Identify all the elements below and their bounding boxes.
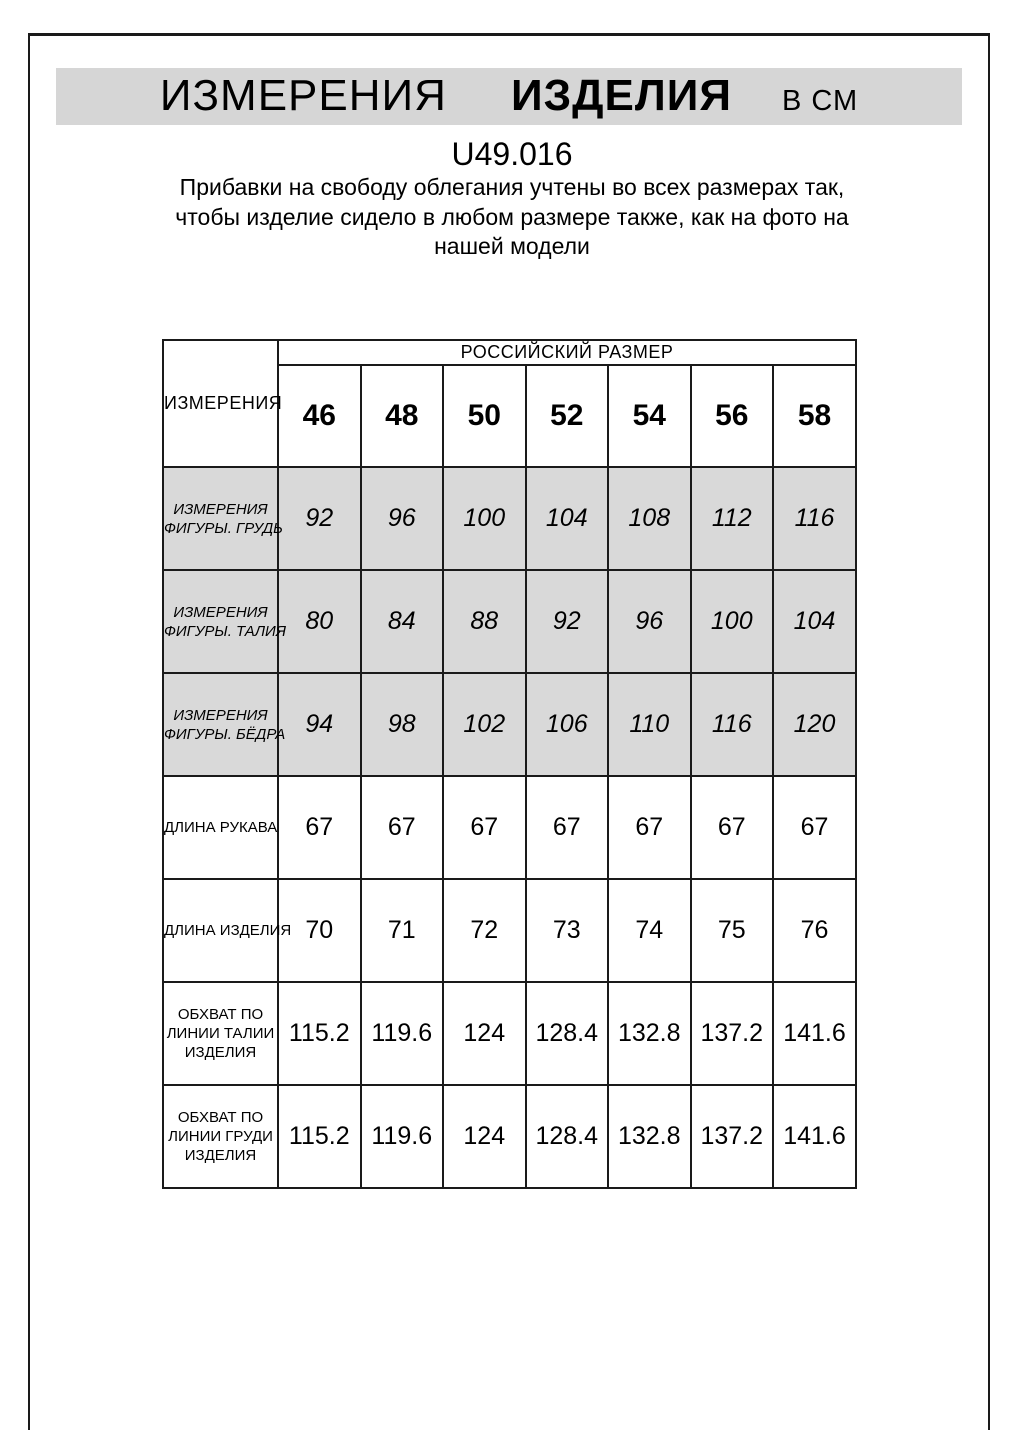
value-cell: 128.4 [524, 981, 609, 1086]
value-cell: 67 [277, 775, 362, 880]
value-cell: 84 [359, 569, 444, 674]
row-label: ДЛИНА ИЗДЕЛИЯ [162, 878, 291, 983]
table-row-sleeve-length: ДЛИНА РУКАВА 67 67 67 67 67 67 67 [162, 775, 858, 880]
value-cell: 73 [524, 878, 609, 983]
value-cell: 104 [524, 466, 609, 571]
value-cell: 92 [277, 466, 362, 571]
product-code: U49.016 [451, 136, 573, 172]
value-cell: 120 [771, 672, 858, 777]
row-label: ДЛИНА РУКАВА [162, 775, 279, 880]
value-cell: 100 [689, 569, 774, 674]
value-cell: 98 [359, 672, 444, 777]
value-cell: 67 [689, 775, 774, 880]
size-header-cell: 48 [359, 364, 444, 468]
value-cell: 67 [524, 775, 609, 880]
value-cell: 106 [524, 672, 609, 777]
fit-note: Прибавки на свободу облегания учтены во … [132, 173, 892, 262]
size-header-cell: 52 [524, 364, 609, 468]
value-cell: 75 [689, 878, 774, 983]
value-cell: 137.2 [689, 1084, 774, 1189]
value-cell: 141.6 [771, 981, 858, 1086]
value-cell: 80 [277, 569, 362, 674]
value-cell: 96 [359, 466, 444, 571]
value-cell: 110 [607, 672, 692, 777]
value-cell: 67 [771, 775, 858, 880]
page-title-units: В СМ [781, 85, 859, 117]
fit-note-line3: нашей модели [434, 233, 590, 259]
value-cell: 72 [442, 878, 527, 983]
fit-note-line2: чтобы изделие сидело в любом размере так… [175, 203, 849, 230]
value-cell: 128.4 [524, 1084, 609, 1189]
value-cell: 116 [771, 466, 858, 571]
size-header-cell: 54 [607, 364, 692, 468]
row-label: ОБХВАТ ПО ЛИНИИ ГРУДИ ИЗДЕЛИЯ [162, 1084, 279, 1189]
value-cell: 71 [359, 878, 444, 983]
table-row-figure-waist: ИЗМЕРЕНИЯ ФИГУРЫ. ТАЛИЯ 80 84 88 92 96 1… [162, 569, 858, 674]
value-cell: 132.8 [607, 1084, 692, 1189]
value-cell: 67 [442, 775, 527, 880]
measurements-corner-header: ИЗМЕРЕНИЯ [162, 339, 282, 468]
value-cell: 100 [442, 466, 527, 571]
value-cell: 74 [607, 878, 692, 983]
value-cell: 102 [442, 672, 527, 777]
value-cell: 88 [442, 569, 527, 674]
table-row-garment-chest-girth: ОБХВАТ ПО ЛИНИИ ГРУДИ ИЗДЕЛИЯ 115.2 119.… [162, 1084, 858, 1189]
value-cell: 132.8 [607, 981, 692, 1086]
table-row-figure-chest: ИЗМЕРЕНИЯ ФИГУРЫ. ГРУДЬ 92 96 100 104 10… [162, 466, 858, 571]
table-size-row: 46 48 50 52 54 56 58 [163, 364, 858, 468]
table-header-group-row: ИЗМЕРЕНИЯ РОССИЙСКИЙ РАЗМЕР [162, 339, 858, 468]
fit-note-line1: Прибавки на свободу облегания учтены во … [179, 174, 845, 200]
size-header-cell: 50 [442, 364, 527, 468]
value-cell: 94 [277, 672, 362, 777]
size-header-cell: 46 [277, 364, 362, 468]
value-cell: 108 [607, 466, 692, 571]
value-cell: 116 [689, 672, 774, 777]
value-cell: 92 [524, 569, 609, 674]
value-cell: 119.6 [359, 1084, 444, 1189]
size-header-cell: 56 [689, 364, 774, 468]
value-cell: 119.6 [359, 981, 444, 1086]
value-cell: 124 [442, 981, 527, 1086]
value-cell: 115.2 [277, 1084, 362, 1189]
value-cell: 76 [771, 878, 858, 983]
value-cell: 104 [771, 569, 858, 674]
row-label: ИЗМЕРЕНИЯ ФИГУРЫ. ТАЛИЯ [162, 569, 286, 674]
value-cell: 112 [689, 466, 774, 571]
table-row-garment-waist-girth: ОБХВАТ ПО ЛИНИИ ТАЛИИ ИЗДЕЛИЯ 115.2 119.… [162, 981, 858, 1086]
value-cell: 124 [442, 1084, 527, 1189]
value-cell: 115.2 [277, 981, 362, 1086]
page-title-word-product: ИЗДЕЛИЯ [510, 71, 732, 120]
russian-size-header: РОССИЙСКИЙ РАЗМЕР [276, 339, 858, 366]
value-cell: 141.6 [771, 1084, 858, 1189]
page-frame [28, 33, 990, 1430]
size-table: ИЗМЕРЕНИЯ РОССИЙСКИЙ РАЗМЕР 46 48 50 52 … [162, 339, 858, 1189]
row-label: ОБХВАТ ПО ЛИНИИ ТАЛИИ ИЗДЕЛИЯ [162, 981, 279, 1086]
row-label: ИЗМЕРЕНИЯ ФИГУРЫ. БЁДРА [162, 672, 285, 777]
page-title-word-measurements: ИЗМЕРЕНИЯ [159, 71, 447, 120]
value-cell: 96 [607, 569, 692, 674]
value-cell: 67 [359, 775, 444, 880]
table-row-figure-hips: ИЗМЕРЕНИЯ ФИГУРЫ. БЁДРА 94 98 102 106 11… [162, 672, 858, 777]
size-header-cell: 58 [771, 364, 858, 468]
value-cell: 137.2 [689, 981, 774, 1086]
title-band: ИЗМЕРЕНИЯ ИЗДЕЛИЯ В СМ [56, 68, 962, 125]
row-label: ИЗМЕРЕНИЯ ФИГУРЫ. ГРУДЬ [162, 466, 283, 571]
table-row-garment-length: ДЛИНА ИЗДЕЛИЯ 70 71 72 73 74 75 76 [162, 878, 858, 983]
value-cell: 67 [607, 775, 692, 880]
value-cell: 70 [277, 878, 362, 983]
